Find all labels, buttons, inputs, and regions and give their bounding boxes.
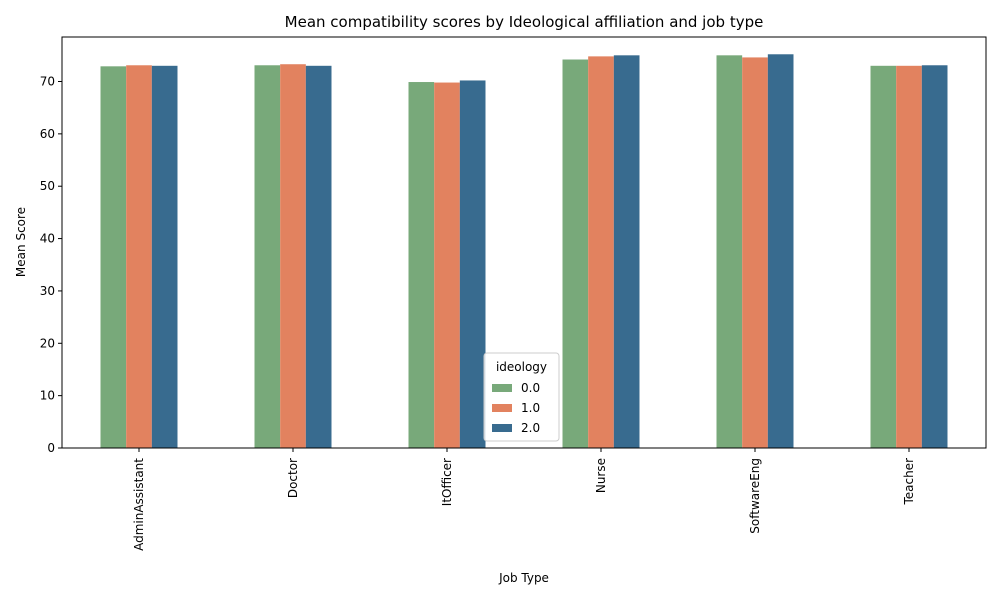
bars-group [100,54,948,449]
legend-entry-1: 1.0 [521,401,540,415]
y-tick-label: 30 [40,284,55,298]
chart-title: Mean compatibility scores by Ideological… [285,13,764,31]
y-tick-label: 40 [40,232,55,246]
x-tick-label-ItOfficer: ItOfficer [440,458,454,506]
bar-AdminAssistant-series-0 [100,66,127,448]
x-tick-label-Nurse: Nurse [594,458,608,493]
legend: ideology 0.0 1.0 2.0 [483,352,560,442]
legend-swatch-2 [492,424,512,432]
bar-AdminAssistant-series-2 [151,65,178,449]
bar-SoftwareEng-series-2 [767,54,794,448]
x-tick-label-Doctor: Doctor [286,458,300,498]
bar-Nurse-series-2 [613,55,640,448]
y-tick-label: 60 [40,127,55,141]
bar-Nurse-series-0 [562,59,589,448]
legend-box [483,352,560,442]
bar-Teacher-series-2 [921,65,948,449]
bar-ItOfficer-series-1 [434,82,460,449]
bar-Doctor-series-2 [305,65,332,449]
bar-Doctor-series-1 [280,64,306,448]
bar-SoftwareEng-series-1 [742,57,768,449]
bar-ItOfficer-series-0 [408,82,435,448]
x-axis-label: Job Type [498,571,549,585]
bar-AdminAssistant-series-1 [126,65,152,449]
legend-swatch-1 [492,404,512,412]
y-axis-label: Mean Score [14,207,28,277]
legend-swatch-0 [492,384,512,392]
legend-entry-0: 0.0 [521,381,540,395]
y-tick-label: 70 [40,75,55,89]
bar-Teacher-series-1 [896,65,922,449]
legend-entry-2: 2.0 [521,421,540,435]
bar-Doctor-series-0 [254,65,281,449]
bar-ItOfficer-series-2 [459,80,486,449]
bar-SoftwareEng-series-0 [716,55,743,448]
y-tick-label: 0 [47,441,55,455]
bar-Nurse-series-1 [588,56,614,449]
y-tick-label: 10 [40,389,55,403]
bar-Teacher-series-0 [870,65,897,449]
legend-title: ideology [496,360,547,374]
x-tick-label-Teacher: Teacher [902,458,916,506]
y-tick-label: 20 [40,336,55,350]
plot-frame [61,36,987,449]
x-tick-label-AdminAssistant: AdminAssistant [132,458,146,551]
x-tick-label-SoftwareEng: SoftwareEng [748,458,762,534]
y-tick-label: 50 [40,179,55,193]
